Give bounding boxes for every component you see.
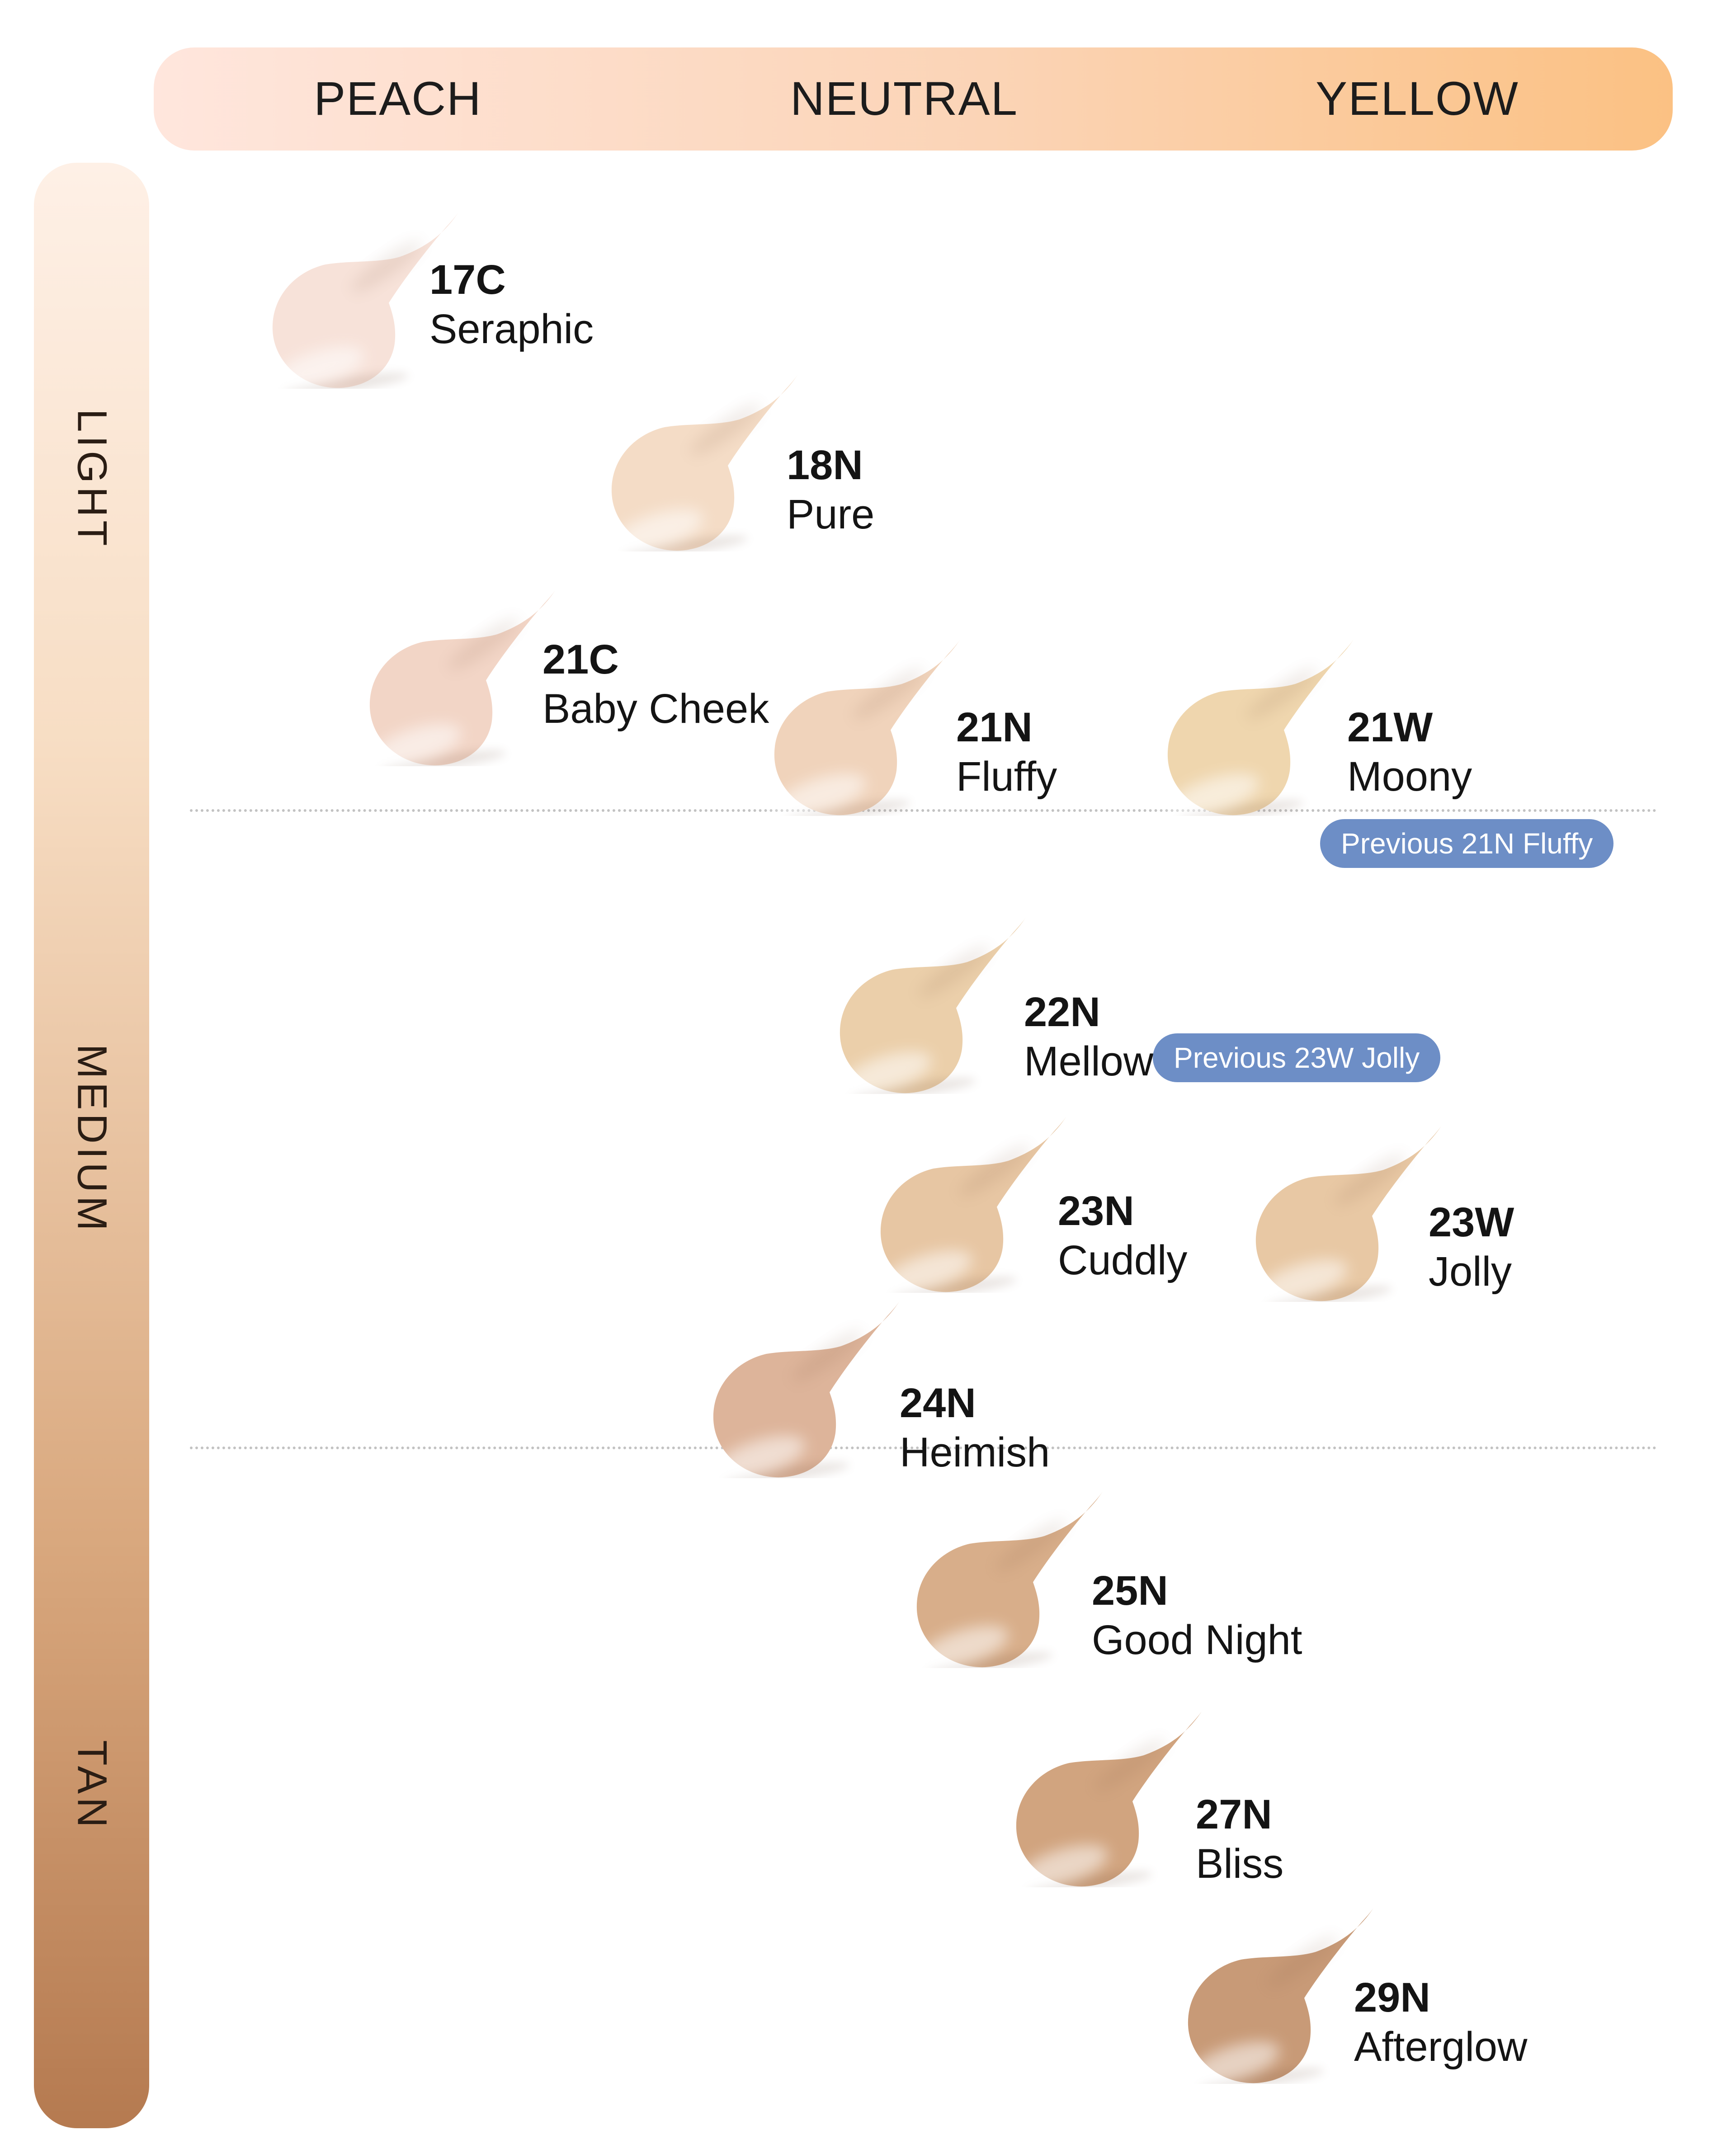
shade-code: 24N: [900, 1380, 976, 1426]
undertone-peach-label: PEACH: [314, 72, 482, 125]
shade-code: 25N: [1092, 1568, 1168, 1614]
badge-previous-21n-fluffy: Previous 21N Fluffy: [1320, 819, 1614, 868]
foundation-smear: [995, 1693, 1221, 1887]
shade-label-24n: 24N Heimish: [900, 1379, 1050, 1477]
foundation-smear: [753, 622, 979, 816]
shade-name: Bliss: [1196, 1840, 1284, 1887]
foundation-smear: [895, 1474, 1121, 1668]
undertone-neutral-label: NEUTRAL: [790, 72, 1019, 125]
shade-name: Seraphic: [429, 306, 594, 352]
swatch-22n: [818, 900, 1044, 1094]
shade-label-23w: 23W Jolly: [1429, 1198, 1514, 1296]
shade-code: 22N: [1024, 989, 1100, 1035]
swatch-23w: [1234, 1108, 1460, 1302]
shade-name: Mellow: [1024, 1038, 1154, 1084]
swatch-27n: [995, 1693, 1221, 1887]
foundation-smear: [1146, 622, 1372, 816]
shade-name: Jolly: [1429, 1248, 1512, 1295]
shade-name: Moony: [1347, 753, 1472, 800]
shade-name: Heimish: [900, 1429, 1050, 1475]
depth-tan-label: TAN: [69, 1740, 115, 1831]
shade-code: 18N: [787, 442, 863, 488]
foundation-smear: [590, 357, 816, 551]
shade-label-23n: 23N Cuddly: [1058, 1187, 1187, 1285]
foundation-smear: [1234, 1108, 1460, 1302]
shade-name: Cuddly: [1058, 1237, 1188, 1283]
shade-label-29n: 29N Afterglow: [1354, 1973, 1528, 2071]
swatch-21n: [753, 622, 979, 816]
shade-label-17c: 17C Seraphic: [429, 255, 594, 353]
shade-code: 23W: [1429, 1199, 1514, 1245]
swatch-25n: [895, 1474, 1121, 1668]
swatch-21w: [1146, 622, 1372, 816]
shade-code: 21N: [956, 704, 1033, 750]
shade-code: 21W: [1347, 704, 1433, 750]
shade-code: 17C: [429, 257, 506, 303]
shade-name: Baby Cheek: [542, 685, 769, 732]
badge-previous-23w-jolly: Previous 23W Jolly: [1153, 1033, 1441, 1082]
undertone-yellow-label: YELLOW: [1316, 72, 1519, 125]
foundation-smear: [859, 1098, 1085, 1293]
shade-name: Pure: [787, 491, 875, 537]
swatch-24n: [692, 1284, 918, 1478]
divider-light-medium: [190, 809, 1657, 812]
divider-medium-tan: [190, 1447, 1657, 1449]
shade-name: Good Night: [1092, 1617, 1302, 1663]
shade-label-21n: 21N Fluffy: [956, 703, 1057, 801]
shade-code: 29N: [1354, 1975, 1430, 2021]
shade-name: Afterglow: [1354, 2023, 1528, 2070]
shade-name: Fluffy: [956, 753, 1057, 800]
shade-label-21w: 21W Moony: [1347, 703, 1472, 801]
swatch-23n: [859, 1098, 1085, 1293]
foundation-smear: [348, 572, 574, 766]
undertone-header-bar: PEACH NEUTRAL YELLOW: [154, 47, 1673, 151]
shade-label-18n: 18N Pure: [787, 441, 874, 539]
shade-label-25n: 25N Good Night: [1092, 1566, 1302, 1664]
shade-code: 21C: [542, 636, 619, 683]
depth-medium-label: MEDIUM: [69, 1044, 115, 1235]
shade-label-27n: 27N Bliss: [1196, 1790, 1283, 1888]
swatch-18n: [590, 357, 816, 551]
swatch-21c: [348, 572, 574, 766]
shade-code: 23N: [1058, 1188, 1134, 1234]
foundation-smear: [692, 1284, 918, 1478]
depth-sidebar-bar: [34, 163, 149, 2128]
shade-label-22n: 22N Mellow: [1024, 988, 1153, 1086]
shade-code: 27N: [1196, 1791, 1272, 1838]
foundation-smear: [818, 900, 1044, 1094]
shade-label-21c: 21C Baby Cheek: [542, 635, 769, 733]
depth-light-label: LIGHT: [69, 409, 115, 550]
